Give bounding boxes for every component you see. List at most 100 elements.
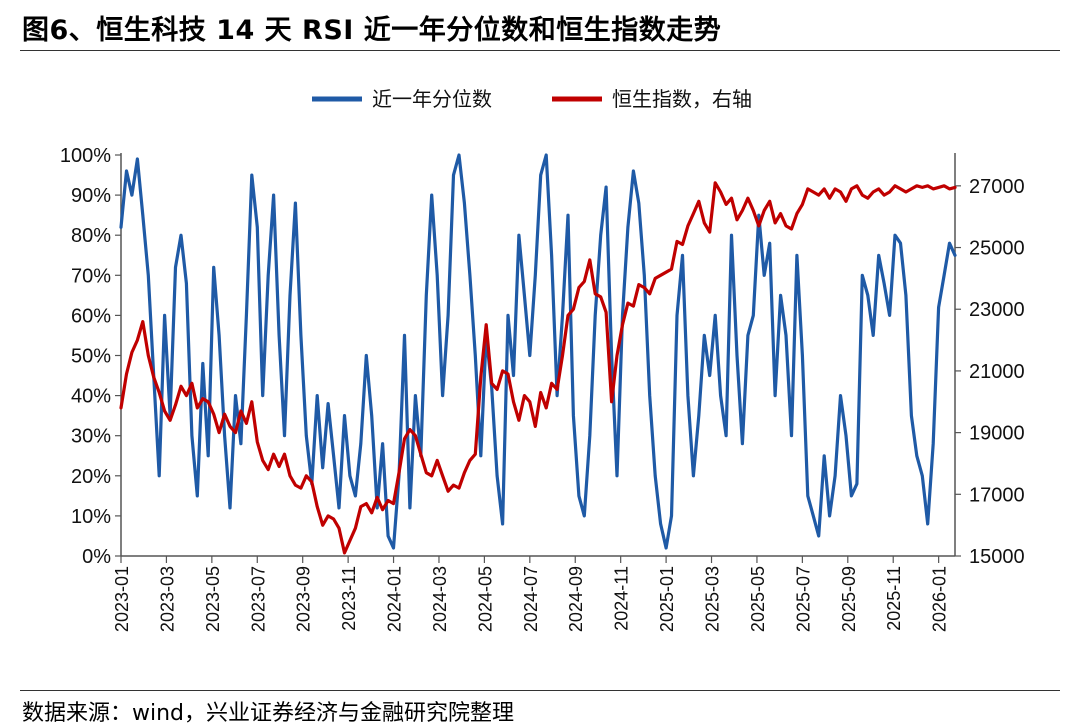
percentile-line-point — [621, 314, 624, 317]
hsi-line-point — [665, 271, 667, 274]
percentile-line-point — [529, 354, 531, 357]
hsi-line-point — [638, 283, 640, 286]
legend: 近一年分位数 恒生指数，右轴 — [312, 87, 752, 111]
x-tick-label: 2025-01 — [657, 566, 677, 632]
percentile-line-point — [507, 314, 509, 317]
percentile-line-point — [120, 226, 122, 228]
x-tick-label: 2023-11 — [339, 566, 359, 631]
percentile-line-point — [894, 234, 896, 236]
hsi-line-point — [174, 404, 177, 406]
hsi-line-point — [343, 552, 346, 554]
percentile-line-point — [202, 362, 204, 365]
hsi-line-point — [251, 401, 253, 403]
hsi-line-point — [741, 209, 744, 212]
hsi-line-point — [327, 515, 329, 517]
percentile-line-point — [256, 226, 259, 228]
title-divider — [20, 50, 1060, 51]
percentile-line-point — [948, 242, 951, 244]
hsi-line-point — [763, 209, 765, 212]
percentile-line-point — [534, 274, 537, 277]
y-left-tick-label: 60% — [71, 305, 111, 327]
hsi-line-point — [212, 413, 215, 415]
percentile-line-point — [392, 547, 395, 549]
y-left-tick-label: 0% — [82, 546, 111, 568]
x-tick-label: 2025-09 — [839, 566, 859, 632]
hsi-line-point — [316, 505, 319, 508]
hsi-line-point — [436, 459, 439, 462]
hsi-line-point — [747, 197, 749, 199]
percentile-line-point — [360, 442, 362, 445]
hsi-line-point — [539, 391, 542, 394]
hsi-line-point — [469, 459, 471, 462]
percentile-line-point — [839, 394, 842, 397]
y-left-tick-label: 80% — [71, 225, 111, 247]
hsi-line-point — [556, 388, 558, 391]
hsi-line-point — [501, 370, 504, 372]
hsi-line-point — [681, 243, 684, 246]
hsi-line-point — [131, 351, 133, 354]
hsi-line-point — [289, 475, 291, 477]
percentile-line-point — [142, 214, 144, 216]
hsi-line-point — [441, 475, 444, 477]
percentile-line-point — [539, 174, 542, 176]
hsi-line-point — [523, 394, 526, 397]
percentile-line-point — [796, 254, 798, 257]
percentile-line-point — [381, 442, 384, 445]
percentile-line-point — [937, 306, 940, 309]
percentile-line-point — [294, 202, 297, 204]
hsi-line-point — [311, 481, 313, 483]
hsi-line-point — [180, 385, 182, 388]
hsi-line-point — [518, 419, 520, 422]
axes: 0% 10% 20% 30% 40% 50% 60% 70% 80% 90% 100% 15000 17… — [60, 145, 1025, 632]
hsi-line-point — [698, 200, 700, 203]
percentile-line-point — [703, 334, 706, 337]
hsi-line-point — [561, 354, 564, 357]
hsi-line-point — [545, 407, 547, 409]
percentile-line-point — [578, 495, 580, 497]
percentile-line-point — [447, 314, 449, 317]
hsi-line-point — [447, 490, 449, 493]
hsi-line-point — [752, 209, 755, 212]
footer-divider — [20, 690, 1060, 691]
percentile-line-point — [147, 274, 150, 277]
hsi-line-point — [845, 200, 847, 203]
hsi-line-point — [425, 471, 428, 474]
hsi-line-point — [321, 524, 324, 526]
y-right-tick-label: 23000 — [969, 299, 1025, 321]
percentile-line-point — [926, 523, 929, 525]
hsi-line-point — [659, 274, 662, 277]
percentile-line-point — [409, 507, 411, 509]
hsi-line-point — [621, 323, 624, 326]
percentile-line-point — [747, 334, 749, 337]
hsi-line-point — [676, 240, 678, 243]
x-tick-label: 2024-05 — [475, 566, 495, 632]
hsi-line-point — [861, 194, 864, 196]
hsi-line-point — [736, 219, 738, 221]
x-tick-label: 2026-01 — [930, 566, 950, 632]
hsi-line-point — [430, 475, 433, 477]
percentile-line-point — [327, 402, 329, 405]
hsi-line-point — [272, 453, 275, 456]
hsi-line-point — [196, 407, 199, 409]
hsi-line-point — [283, 453, 286, 456]
percentile-line-point — [349, 475, 351, 477]
percentile-line-point — [910, 414, 913, 417]
percentile-line-point — [670, 515, 673, 517]
hsi-line-point — [583, 280, 586, 283]
percentile-line-point — [779, 294, 782, 297]
y-left-tick-label: 50% — [71, 346, 111, 368]
percentile-line-point — [561, 314, 564, 317]
source-note: 数据来源：wind，兴业证券经济与金融研究院整理 — [22, 701, 515, 726]
percentile-line-point — [414, 394, 417, 397]
hsi-line-point — [507, 373, 509, 375]
hsi-line-point — [294, 484, 297, 486]
y-right-tick-label: 25000 — [969, 238, 1025, 260]
percentile-line-point — [469, 274, 471, 277]
hsi-line-point — [392, 502, 395, 505]
hsi-line-point — [801, 203, 804, 206]
percentile-line-point — [823, 455, 825, 457]
hsi-line-point — [490, 382, 493, 385]
hsi-line-point — [485, 323, 488, 326]
percentile-line-point — [251, 174, 253, 176]
hsi-line-point — [599, 296, 602, 298]
